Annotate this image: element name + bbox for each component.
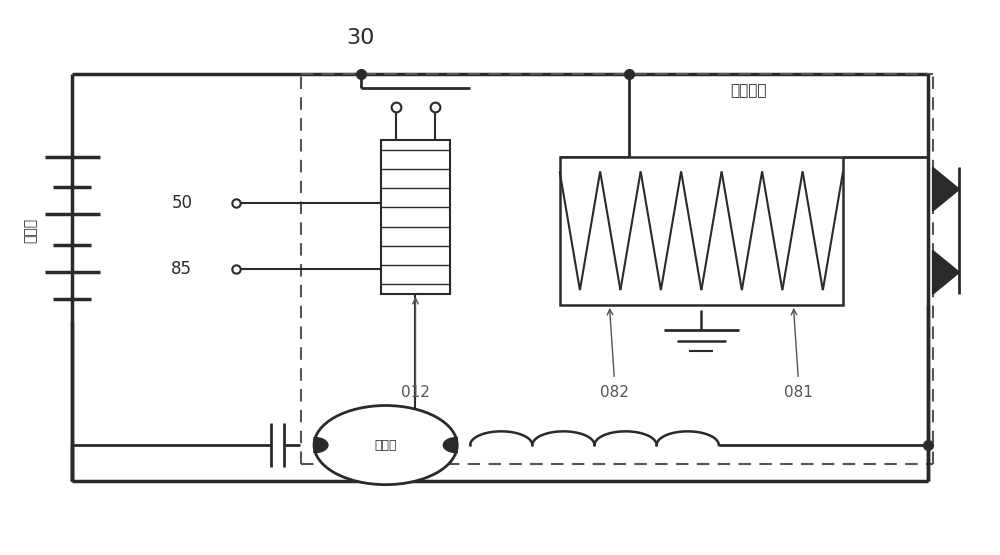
Text: 蓄电池: 蓄电池 xyxy=(24,218,38,243)
Bar xyxy=(560,157,843,305)
Text: 85: 85 xyxy=(171,260,192,278)
Text: 30: 30 xyxy=(347,28,375,48)
Circle shape xyxy=(314,406,457,485)
Text: 起动机: 起动机 xyxy=(374,438,397,452)
Wedge shape xyxy=(314,437,328,453)
Bar xyxy=(381,140,450,294)
Text: 012: 012 xyxy=(401,385,430,400)
Wedge shape xyxy=(443,437,457,453)
Text: 电磁开关: 电磁开关 xyxy=(730,83,767,98)
Text: 50: 50 xyxy=(171,194,192,213)
Text: 081: 081 xyxy=(784,385,813,400)
Polygon shape xyxy=(933,167,959,211)
Polygon shape xyxy=(933,250,959,294)
Text: 082: 082 xyxy=(600,385,629,400)
